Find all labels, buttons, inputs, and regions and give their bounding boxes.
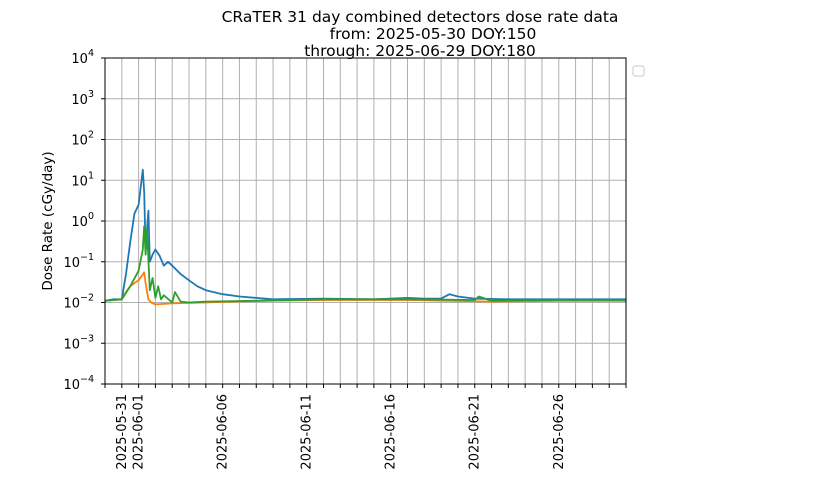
y-tick-exponent: −1 bbox=[80, 252, 94, 263]
y-tick-base: 10 bbox=[71, 174, 88, 189]
chart-title-line-2: from: 2025-05-30 DOY:150 bbox=[330, 25, 537, 43]
y-tick-label: 104 bbox=[71, 48, 94, 67]
y-tick-base: 10 bbox=[63, 297, 80, 312]
y-tick-base: 10 bbox=[63, 256, 80, 271]
y-tick-label: 10−3 bbox=[63, 333, 94, 352]
y-axis-label: Dose Rate (cGy/day) bbox=[40, 151, 56, 290]
y-tick-base: 10 bbox=[71, 52, 88, 67]
x-tick-label: 2025-06-06 bbox=[216, 394, 231, 470]
x-tick-label: 2025-05-31 bbox=[115, 394, 130, 470]
y-tick-label: 102 bbox=[71, 130, 94, 149]
x-tick-label: 2025-06-01 bbox=[132, 394, 147, 470]
chart-title-line-3: through: 2025-06-29 DOY:180 bbox=[304, 42, 536, 60]
y-tick-exponent: 3 bbox=[88, 89, 94, 100]
y-tick-exponent: 4 bbox=[88, 48, 94, 59]
legend-box bbox=[632, 65, 645, 77]
series-line-3 bbox=[104, 225, 626, 304]
x-axis: 2025-05-31 2025-06-01 2025-06-06 2025-06-11… bbox=[104, 384, 627, 470]
y-tick-base: 10 bbox=[71, 215, 88, 230]
y-tick-label: 10−2 bbox=[63, 293, 94, 312]
y-tick-label: 103 bbox=[71, 89, 94, 108]
x-tick-label: 2025-06-11 bbox=[300, 394, 315, 470]
y-tick-exponent: −2 bbox=[80, 293, 94, 304]
x-tick-label: 2025-06-21 bbox=[468, 394, 483, 470]
y-tick-label: 101 bbox=[71, 170, 94, 189]
chart-title: CRaTER 31 day combined detectors dose ra… bbox=[222, 8, 619, 60]
y-tick-exponent: 0 bbox=[88, 211, 94, 222]
y-tick-base: 10 bbox=[63, 337, 80, 352]
grid bbox=[104, 57, 627, 385]
y-tick-base: 10 bbox=[71, 134, 88, 149]
y-tick-exponent: −3 bbox=[80, 333, 94, 344]
y-tick-label: 100 bbox=[71, 211, 94, 230]
x-tick-label: 2025-06-16 bbox=[384, 394, 399, 470]
chart-title-line-1: CRaTER 31 day combined detectors dose ra… bbox=[222, 8, 619, 26]
y-tick-exponent: 1 bbox=[88, 170, 94, 181]
series-layer bbox=[104, 168, 626, 306]
y-tick-label: 10−4 bbox=[63, 374, 94, 393]
y-tick-exponent: −4 bbox=[80, 374, 94, 385]
y-tick-exponent: 2 bbox=[88, 130, 94, 141]
y-tick-label: 10−1 bbox=[63, 252, 94, 271]
x-tick-label: 2025-06-26 bbox=[552, 394, 567, 470]
y-tick-base: 10 bbox=[71, 93, 88, 108]
y-tick-base: 10 bbox=[63, 378, 80, 393]
series-line-1 bbox=[104, 168, 626, 302]
